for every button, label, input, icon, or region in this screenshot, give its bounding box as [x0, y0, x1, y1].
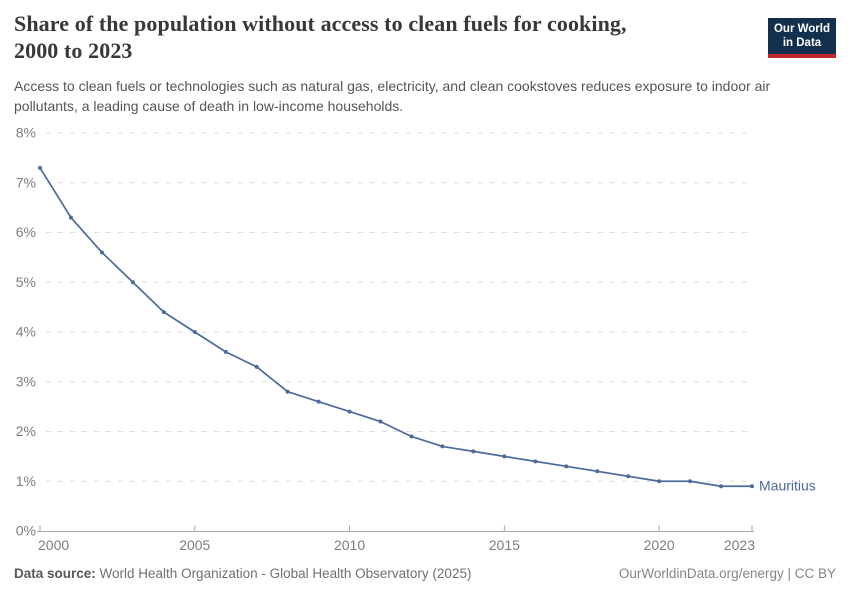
page-title-line1: Share of the population without access t… — [14, 11, 627, 36]
data-point[interactable] — [409, 434, 414, 439]
y-axis-tick-label: 8% — [16, 125, 36, 141]
data-point[interactable] — [595, 469, 600, 474]
owid-logo[interactable]: Our World in Data — [768, 18, 836, 58]
owid-logo-line2: in Data — [782, 37, 822, 50]
data-source-text: World Health Organization - Global Healt… — [95, 566, 472, 581]
data-point[interactable] — [564, 464, 569, 469]
page-title-line2: 2000 to 2023 — [14, 37, 133, 63]
data-source-label: Data source: — [14, 566, 96, 581]
data-point[interactable] — [68, 215, 73, 220]
x-axis-tick-label: 2005 — [179, 537, 210, 553]
data-point[interactable] — [316, 399, 321, 404]
data-point[interactable] — [626, 474, 631, 479]
series-label: Mauritius — [759, 478, 816, 494]
data-point[interactable] — [750, 484, 754, 489]
data-point[interactable] — [533, 459, 538, 464]
chart-subtitle: Access to clean fuels or technologies su… — [14, 78, 771, 115]
data-point[interactable] — [285, 389, 290, 394]
y-axis-tick-label: 3% — [16, 373, 36, 389]
line-chart[interactable]: 0% 1% 2% 3% 4% 5% 6% 7% 8% 2000 2005 2010 2015 2020 20… — [0, 120, 850, 565]
data-point[interactable] — [192, 330, 197, 334]
data-point[interactable] — [719, 484, 724, 489]
y-axis-tick-label: 5% — [16, 274, 36, 290]
y-axis-tick-label: 6% — [16, 224, 36, 240]
data-point[interactable] — [130, 280, 135, 285]
data-point[interactable] — [161, 310, 166, 315]
data-point[interactable] — [347, 409, 352, 414]
data-point[interactable] — [223, 349, 228, 354]
data-point[interactable] — [657, 479, 662, 484]
data-point[interactable] — [38, 165, 42, 170]
chart-footer: Data source: World Health Organization -… — [14, 566, 836, 581]
data-point[interactable] — [99, 250, 104, 255]
data-line[interactable] — [39, 166, 753, 488]
x-axis-tick-label: 2010 — [334, 537, 365, 553]
y-axis-tick-label: 7% — [16, 174, 36, 190]
y-axis-tick-label: 1% — [16, 473, 36, 489]
x-axis-tick-label: 2015 — [489, 537, 520, 553]
data-source-note: Data source: World Health Organization -… — [14, 566, 471, 581]
owid-logo-line1: Our World — [773, 23, 830, 35]
data-point[interactable] — [440, 444, 445, 449]
data-point[interactable] — [378, 419, 383, 424]
data-point[interactable] — [688, 479, 693, 484]
data-point[interactable] — [254, 364, 259, 369]
x-axis-tick-label: 2000 — [38, 537, 69, 553]
x-axis-tick-label: 2023 — [724, 537, 755, 553]
credit-license-link[interactable]: CC BY — [794, 566, 836, 581]
y-axis-tick-label: 4% — [16, 324, 36, 340]
credit-note: OurWorldinData.org/energy | CC BY — [619, 566, 836, 581]
data-point[interactable] — [471, 449, 476, 454]
y-axis-tick-label: 0% — [16, 523, 36, 539]
x-axis-tick-label: 2020 — [644, 537, 675, 553]
page-title: Share of the population without access t… — [14, 11, 627, 65]
data-point[interactable] — [502, 454, 507, 459]
y-axis-tick-label: 2% — [16, 423, 36, 439]
credit-url-link[interactable]: OurWorldinData.org/energy — [618, 566, 784, 581]
credit-separator: | — [783, 566, 795, 581]
